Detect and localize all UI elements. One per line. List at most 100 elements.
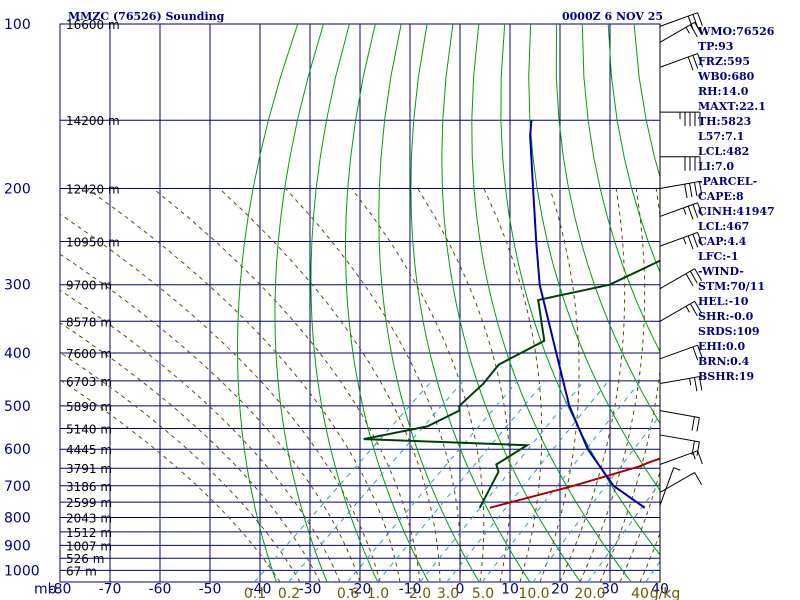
- wind-barb-feather: [685, 273, 694, 287]
- wind-barb-feather: [692, 234, 699, 248]
- height-label: 2043 m: [66, 511, 112, 525]
- index-line: -WIND-: [698, 265, 744, 278]
- wind-barb-shaft: [659, 268, 695, 290]
- index-line: BRN:0.4: [698, 355, 750, 368]
- wind-barb-feather: [689, 183, 693, 198]
- wind-barb-feather: [697, 202, 703, 217]
- wind-barb-shaft: [659, 467, 675, 506]
- height-label: 9700 m: [66, 279, 112, 293]
- chart-title: MMZC (76526) Sounding: [68, 10, 225, 23]
- pressure-tick-label: 500: [4, 399, 31, 415]
- wind-barb: [660, 111, 701, 127]
- wind-barb-feather: [697, 450, 703, 465]
- mixing-ratio-label: 10.0: [518, 586, 549, 600]
- index-line: WMO:76526: [698, 25, 775, 38]
- wind-barb-feather: [683, 207, 687, 215]
- index-line: LCL:467: [698, 220, 750, 233]
- moist-adiabat-line: [619, 469, 660, 582]
- wind-barb: [659, 181, 703, 199]
- wind-barb-feather: [692, 452, 696, 460]
- temperature-tick-label: 10: [501, 582, 519, 598]
- index-line: TH:5823: [698, 115, 752, 128]
- wind-barb-shaft: [659, 181, 700, 189]
- mixing-ratio-label: 0.2: [278, 586, 300, 600]
- height-label: 3186 m: [66, 480, 112, 494]
- moist-adiabat-line: [152, 188, 421, 582]
- wind-barbs: [659, 12, 703, 582]
- wind-barb-feather: [694, 301, 703, 314]
- mixing-ratio-line: [347, 380, 518, 582]
- moist-adiabat-line: [285, 188, 462, 582]
- wind-barb-feather: [693, 377, 698, 392]
- height-label: 526 m: [66, 552, 104, 566]
- height-label: 7600 m: [66, 347, 112, 361]
- pressure-axis-label: mb: [34, 582, 57, 598]
- height-label: 14200 m: [66, 114, 120, 128]
- mixing-ratio-label: 1.0: [367, 586, 389, 600]
- pressure-tick-label: 400: [4, 346, 31, 362]
- mixing-ratio-label: 0.1: [244, 586, 266, 600]
- temperature-tick-label: -50: [199, 582, 222, 598]
- wind-barb-feather: [685, 27, 690, 34]
- index-line: BSHR:19: [698, 370, 755, 383]
- temperature-tick-label: -30: [299, 582, 322, 598]
- wind-barb-feather: [691, 440, 695, 455]
- index-line: LI:7.0: [698, 160, 735, 173]
- wind-barb-shaft: [659, 231, 698, 247]
- wind-barb: [659, 467, 681, 506]
- wind-barb-feather: [684, 184, 688, 199]
- pressure-tick-label: 100: [4, 17, 31, 33]
- wind-barb-feather: [694, 268, 703, 282]
- wind-barb: [659, 21, 703, 43]
- wind-barb-shaft: [659, 300, 695, 322]
- wind-barb-feather: [687, 15, 694, 30]
- wind-barb-shaft: [659, 472, 695, 493]
- wind-barb-feather: [689, 303, 698, 317]
- moist-adiabat-line: [219, 188, 441, 582]
- index-line: HEL:-10: [698, 295, 749, 308]
- adiabat-lines: [60, 24, 660, 582]
- wind-barb-shaft: [659, 21, 695, 43]
- grid-lines: [59, 23, 661, 583]
- moist-adiabat-line: [60, 379, 281, 582]
- wind-barb-shaft: [659, 450, 698, 465]
- pressure-tick-label: 600: [4, 442, 31, 458]
- height-label: 1007 m: [66, 539, 112, 553]
- wind-barb: [659, 268, 703, 290]
- wind-barb-feather: [691, 416, 695, 431]
- mixing-ratio-line: [532, 414, 660, 582]
- wind-barb: [659, 231, 703, 250]
- index-line: CAPE:8: [698, 190, 744, 203]
- height-label: 5140 m: [66, 423, 112, 437]
- wind-barb-shaft: [659, 53, 698, 68]
- wind-barb-feather: [698, 376, 703, 391]
- pressure-tick-label: 200: [4, 181, 31, 197]
- moist-adiabat-line: [599, 188, 660, 582]
- dry-adiabat-line: [310, 24, 379, 582]
- dry-adiabat-line: [236, 24, 299, 582]
- wind-barb-feather: [687, 56, 694, 71]
- wind-barb-feather: [683, 237, 687, 245]
- index-line: MAXT:22.1: [698, 100, 766, 113]
- wind-barb-feather: [696, 417, 700, 432]
- pressure-tick-label: 1000: [4, 563, 40, 579]
- dry-adiabat-line: [378, 24, 480, 582]
- height-label: 1512 m: [66, 526, 112, 540]
- wind-barb: [659, 344, 703, 361]
- wind-barb-feather: [698, 181, 703, 196]
- wind-barb: [659, 410, 700, 432]
- height-label: 6703 m: [66, 375, 112, 389]
- wind-barb-feather: [697, 12, 703, 27]
- temperature-tick-label: 0: [456, 582, 465, 598]
- height-label: 2599 m: [66, 496, 112, 510]
- moist-adiabat-line: [417, 188, 511, 582]
- wind-barb-feather: [687, 206, 694, 220]
- index-line: FRZ:595: [698, 55, 751, 68]
- temperature-tick-label: 30: [601, 582, 619, 598]
- pressure-tick-label: 700: [4, 479, 31, 495]
- moist-adiabat-line: [483, 188, 543, 582]
- dry-adiabat-line: [471, 24, 632, 582]
- height-label: 67 m: [66, 564, 97, 578]
- wind-barb-feather: [693, 182, 698, 197]
